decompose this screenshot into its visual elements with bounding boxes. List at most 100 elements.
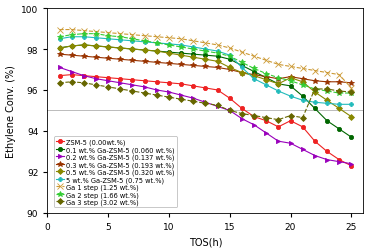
0.2 wt.% Ga-ZSM-5 (0.137 wt.%) (94, 78, 98, 81)
ZSM-5 (0.00wt.%) (203, 87, 208, 90)
5 wt.% Ga-ZSM-5 (0.75 wt.%) (57, 38, 62, 41)
Ga 1 step (1.25 wt.%) (82, 30, 86, 33)
Ga 1 step (1.25 wt.%) (349, 87, 354, 90)
Ga 1 step (1.25 wt.%) (130, 34, 135, 37)
0.3 wt.% Ga-ZSM-5 (0.193 wt.%) (349, 82, 354, 85)
Ga 3 step (3.02 wt.%) (325, 88, 329, 91)
0.5 wt.% Ga-ZSM-5 (0.320 wt.%) (142, 49, 147, 52)
Ga 2 step (1.66 wt.%) (349, 92, 354, 95)
ZSM-5 (0.00wt.%) (106, 77, 110, 80)
0.5 wt.% Ga-ZSM-5 (0.320 wt.%) (215, 60, 220, 64)
0.1 wt.% Ga-ZSM-5 (0.060 wt.%) (240, 65, 244, 68)
0.1 wt.% Ga-ZSM-5 (0.060 wt.%) (288, 85, 293, 88)
Ga 1 step (1.25 wt.%) (288, 66, 293, 69)
0.3 wt.% Ga-ZSM-5 (0.193 wt.%) (94, 56, 98, 59)
ZSM-5 (0.00wt.%) (69, 74, 74, 77)
Ga 2 step (1.66 wt.%) (167, 44, 171, 47)
0.2 wt.% Ga-ZSM-5 (0.137 wt.%) (215, 105, 220, 108)
Ga 3 step (3.02 wt.%) (167, 96, 171, 99)
Ga 2 step (1.66 wt.%) (264, 73, 268, 76)
Ga 1 step (1.25 wt.%) (264, 59, 268, 62)
0.5 wt.% Ga-ZSM-5 (0.320 wt.%) (300, 81, 305, 84)
0.5 wt.% Ga-ZSM-5 (0.320 wt.%) (276, 83, 280, 86)
ZSM-5 (0.00wt.%) (349, 165, 354, 168)
5 wt.% Ga-ZSM-5 (0.75 wt.%) (94, 37, 98, 40)
Ga 3 step (3.02 wt.%) (240, 113, 244, 116)
0.5 wt.% Ga-ZSM-5 (0.320 wt.%) (252, 75, 256, 78)
Ga 3 step (3.02 wt.%) (130, 90, 135, 93)
0.5 wt.% Ga-ZSM-5 (0.320 wt.%) (264, 79, 268, 82)
0.5 wt.% Ga-ZSM-5 (0.320 wt.%) (325, 99, 329, 102)
ZSM-5 (0.00wt.%) (191, 85, 196, 88)
5 wt.% Ga-ZSM-5 (0.75 wt.%) (337, 103, 341, 106)
0.5 wt.% Ga-ZSM-5 (0.320 wt.%) (313, 91, 317, 94)
Ga 3 step (3.02 wt.%) (264, 117, 268, 120)
Ga 3 step (3.02 wt.%) (118, 88, 123, 91)
5 wt.% Ga-ZSM-5 (0.75 wt.%) (69, 36, 74, 39)
0.3 wt.% Ga-ZSM-5 (0.193 wt.%) (167, 62, 171, 66)
ZSM-5 (0.00wt.%) (276, 126, 280, 129)
Ga 3 step (3.02 wt.%) (300, 117, 305, 120)
0.2 wt.% Ga-ZSM-5 (0.137 wt.%) (325, 159, 329, 162)
Ga 2 step (1.66 wt.%) (179, 46, 183, 49)
0.1 wt.% Ga-ZSM-5 (0.060 wt.%) (82, 44, 86, 47)
0.1 wt.% Ga-ZSM-5 (0.060 wt.%) (228, 58, 232, 61)
5 wt.% Ga-ZSM-5 (0.75 wt.%) (325, 102, 329, 105)
0.3 wt.% Ga-ZSM-5 (0.193 wt.%) (142, 60, 147, 64)
Ga 3 step (3.02 wt.%) (215, 104, 220, 107)
0.5 wt.% Ga-ZSM-5 (0.320 wt.%) (57, 47, 62, 50)
Ga 3 step (3.02 wt.%) (94, 84, 98, 87)
0.1 wt.% Ga-ZSM-5 (0.060 wt.%) (130, 48, 135, 51)
Y-axis label: Ethylene Conv. (%): Ethylene Conv. (%) (6, 65, 15, 157)
0.1 wt.% Ga-ZSM-5 (0.060 wt.%) (57, 47, 62, 50)
5 wt.% Ga-ZSM-5 (0.75 wt.%) (179, 44, 183, 47)
0.5 wt.% Ga-ZSM-5 (0.320 wt.%) (288, 77, 293, 80)
0.5 wt.% Ga-ZSM-5 (0.320 wt.%) (240, 72, 244, 75)
Ga 2 step (1.66 wt.%) (57, 36, 62, 39)
Ga 2 step (1.66 wt.%) (69, 34, 74, 37)
Ga 1 step (1.25 wt.%) (215, 44, 220, 47)
0.3 wt.% Ga-ZSM-5 (0.193 wt.%) (69, 54, 74, 57)
Line: 5 wt.% Ga-ZSM-5 (0.75 wt.%): 5 wt.% Ga-ZSM-5 (0.75 wt.%) (58, 36, 354, 107)
Ga 2 step (1.66 wt.%) (142, 40, 147, 43)
0.2 wt.% Ga-ZSM-5 (0.137 wt.%) (203, 101, 208, 104)
X-axis label: TOS(h): TOS(h) (189, 237, 222, 246)
Ga 3 step (3.02 wt.%) (57, 82, 62, 85)
0.1 wt.% Ga-ZSM-5 (0.060 wt.%) (337, 128, 341, 131)
Ga 3 step (3.02 wt.%) (252, 115, 256, 118)
0.5 wt.% Ga-ZSM-5 (0.320 wt.%) (94, 45, 98, 48)
5 wt.% Ga-ZSM-5 (0.75 wt.%) (264, 84, 268, 87)
0.2 wt.% Ga-ZSM-5 (0.137 wt.%) (228, 110, 232, 113)
0.5 wt.% Ga-ZSM-5 (0.320 wt.%) (106, 46, 110, 49)
0.5 wt.% Ga-ZSM-5 (0.320 wt.%) (337, 107, 341, 110)
5 wt.% Ga-ZSM-5 (0.75 wt.%) (106, 38, 110, 41)
ZSM-5 (0.00wt.%) (118, 78, 123, 81)
0.3 wt.% Ga-ZSM-5 (0.193 wt.%) (203, 66, 208, 69)
Ga 2 step (1.66 wt.%) (130, 38, 135, 41)
0.3 wt.% Ga-ZSM-5 (0.193 wt.%) (106, 57, 110, 60)
ZSM-5 (0.00wt.%) (57, 75, 62, 78)
Ga 2 step (1.66 wt.%) (337, 92, 341, 95)
ZSM-5 (0.00wt.%) (130, 79, 135, 82)
0.2 wt.% Ga-ZSM-5 (0.137 wt.%) (264, 132, 268, 135)
0.2 wt.% Ga-ZSM-5 (0.137 wt.%) (118, 82, 123, 85)
5 wt.% Ga-ZSM-5 (0.75 wt.%) (118, 39, 123, 42)
0.1 wt.% Ga-ZSM-5 (0.060 wt.%) (349, 136, 354, 139)
Ga 2 step (1.66 wt.%) (118, 36, 123, 39)
ZSM-5 (0.00wt.%) (215, 89, 220, 92)
Ga 3 step (3.02 wt.%) (228, 110, 232, 113)
Line: Ga 1 step (1.25 wt.%): Ga 1 step (1.25 wt.%) (57, 28, 354, 91)
0.3 wt.% Ga-ZSM-5 (0.193 wt.%) (288, 76, 293, 79)
ZSM-5 (0.00wt.%) (167, 82, 171, 85)
0.2 wt.% Ga-ZSM-5 (0.137 wt.%) (82, 75, 86, 78)
Ga 3 step (3.02 wt.%) (349, 91, 354, 94)
0.1 wt.% Ga-ZSM-5 (0.060 wt.%) (276, 83, 280, 86)
Line: 0.5 wt.% Ga-ZSM-5 (0.320 wt.%): 0.5 wt.% Ga-ZSM-5 (0.320 wt.%) (58, 44, 354, 119)
Ga 3 step (3.02 wt.%) (82, 82, 86, 85)
Ga 2 step (1.66 wt.%) (252, 68, 256, 71)
0.5 wt.% Ga-ZSM-5 (0.320 wt.%) (349, 116, 354, 119)
0.3 wt.% Ga-ZSM-5 (0.193 wt.%) (300, 78, 305, 81)
ZSM-5 (0.00wt.%) (142, 80, 147, 83)
5 wt.% Ga-ZSM-5 (0.75 wt.%) (349, 103, 354, 106)
0.1 wt.% Ga-ZSM-5 (0.060 wt.%) (300, 95, 305, 98)
